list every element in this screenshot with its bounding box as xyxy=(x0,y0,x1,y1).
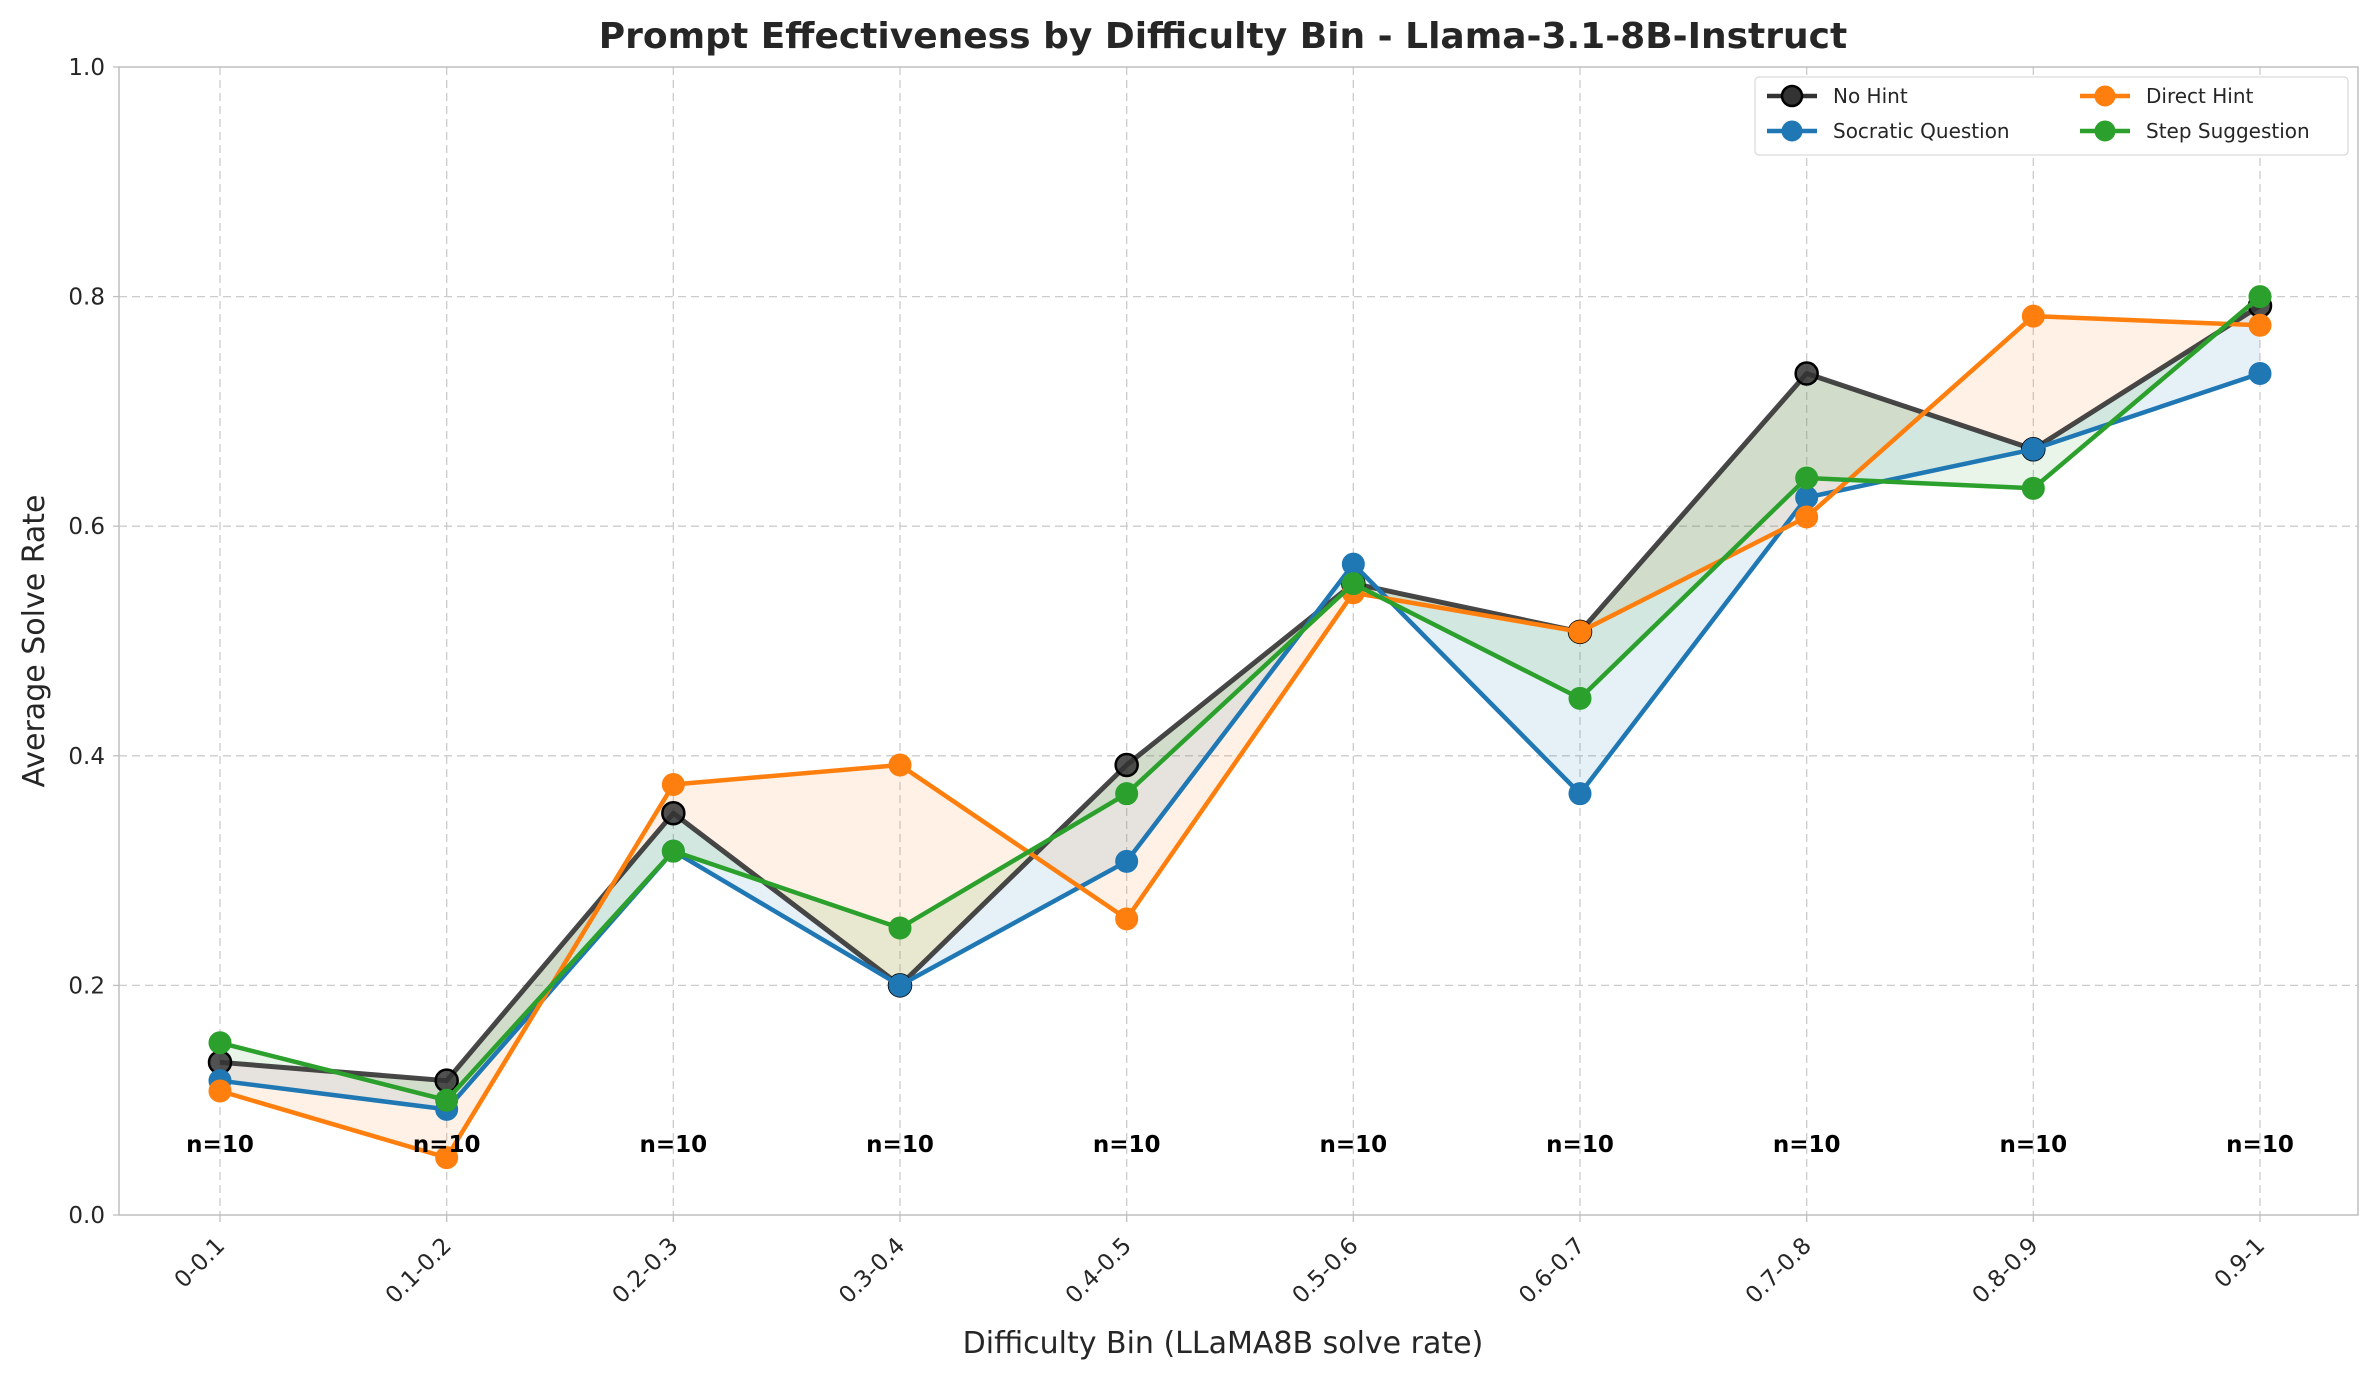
y-tick-label: 0.0 xyxy=(68,1203,105,1229)
data-point xyxy=(2021,476,2045,500)
chart-title: Prompt Effectiveness by Difficulty Bin -… xyxy=(599,16,1847,57)
series-line xyxy=(219,313,2261,1160)
data-point xyxy=(208,1031,232,1055)
series-line xyxy=(219,294,2262,1103)
data-point xyxy=(1794,361,1819,386)
grid xyxy=(119,67,2358,1215)
data-point xyxy=(1341,572,1365,596)
x-tick-label: 0.2-0.3 xyxy=(608,1233,684,1309)
x-tick-label: 0.3-0.4 xyxy=(834,1233,910,1309)
data-point xyxy=(2021,437,2045,461)
legend: No Hint Socratic Question Direct Hint Step … xyxy=(1754,76,2349,156)
x-tick-label: 0.1-0.2 xyxy=(381,1233,457,1309)
fill-area xyxy=(220,296,2260,1101)
data-point xyxy=(1341,552,1365,576)
sample-count-label: n=10 xyxy=(640,1132,708,1158)
data-point xyxy=(888,973,912,997)
legend-marker xyxy=(1781,120,1803,142)
data-point xyxy=(1115,849,1139,873)
sample-count-label: n=10 xyxy=(186,1132,254,1158)
series-line xyxy=(219,303,2262,1084)
data-point xyxy=(1115,907,1139,931)
sample-count-label: n=10 xyxy=(866,1132,934,1158)
fill-area xyxy=(220,305,2260,1110)
sample-count-label: n=10 xyxy=(413,1132,481,1158)
legend-marker xyxy=(2094,120,2116,142)
data-point xyxy=(888,753,912,777)
data-point xyxy=(435,1088,459,1112)
legend-marker xyxy=(2094,85,2116,107)
data-point xyxy=(2021,304,2045,328)
data-point xyxy=(1568,782,1592,806)
data-point xyxy=(1114,752,1139,778)
legend-box xyxy=(1754,76,2349,156)
y-tick-label: 1.0 xyxy=(68,55,105,81)
y-axis-label: Average Solve Rate xyxy=(17,495,52,788)
y-tick-label: 0.4 xyxy=(68,744,105,770)
x-tick-label: 0.7-0.8 xyxy=(1741,1233,1817,1309)
legend-marker xyxy=(1780,84,1804,108)
data-point xyxy=(1795,466,1819,490)
data-point xyxy=(661,839,685,863)
data-point xyxy=(2248,313,2272,337)
data-point xyxy=(1795,505,1819,529)
data-point xyxy=(435,1146,459,1170)
x-tick-label: 0.5-0.6 xyxy=(1288,1233,1364,1309)
fill-areas xyxy=(220,296,2260,1158)
data-point xyxy=(208,1079,232,1103)
data-point xyxy=(1115,782,1139,806)
y-axis-ticks: 0.0 0.2 0.4 0.6 0.8 1.0 xyxy=(68,55,119,1229)
data-point xyxy=(2248,285,2272,309)
legend-label: Socratic Question xyxy=(1833,119,2010,143)
data-point xyxy=(661,800,686,826)
fill-area xyxy=(220,305,2260,1158)
data-point xyxy=(888,916,912,940)
legend-label: Direct Hint xyxy=(2146,84,2254,108)
sample-count-label: n=10 xyxy=(1773,1132,1841,1158)
data-point xyxy=(434,1068,459,1093)
y-tick-label: 0.2 xyxy=(68,973,105,999)
x-axis-ticks: 0-0.1 0.1-0.2 0.2-0.3 0.3-0.4 0.4-0.5 0.5-0.6… xyxy=(170,1215,2270,1309)
data-point xyxy=(1568,620,1592,644)
x-tick-label: 0.6-0.7 xyxy=(1514,1233,1590,1309)
series-line xyxy=(219,371,2261,1112)
y-tick-label: 0.8 xyxy=(68,285,105,311)
data-point xyxy=(2248,362,2272,386)
x-axis-label: Difficulty Bin (LLaMA8B solve rate) xyxy=(963,1326,1484,1361)
data-point xyxy=(661,773,685,796)
legend-label: No Hint xyxy=(1833,84,1908,108)
sample-count-labels: n=10 n=10 n=10 n=10 n=10 n=10 n=10 n=10 n=10 n=10 xyxy=(186,1132,2294,1158)
x-tick-label: 0-0.1 xyxy=(170,1233,230,1293)
legend-label: Step Suggestion xyxy=(2146,119,2310,143)
data-point xyxy=(1568,686,1592,710)
plot-frame xyxy=(118,66,2359,1216)
y-tick-label: 0.6 xyxy=(68,514,105,540)
x-tick-label: 0.8-0.9 xyxy=(1968,1233,2044,1309)
series-lines xyxy=(207,285,2273,1170)
sample-count-label: n=10 xyxy=(1093,1132,1161,1158)
data-point xyxy=(1795,486,1819,509)
x-tick-label: 0.4-0.5 xyxy=(1061,1233,1137,1309)
x-tick-label: 0.9-1 xyxy=(2210,1233,2270,1293)
sample-count-label: n=10 xyxy=(1320,1132,1388,1158)
sample-count-label: n=10 xyxy=(2000,1132,2068,1158)
sample-count-label: n=10 xyxy=(2226,1132,2294,1158)
sample-count-label: n=10 xyxy=(1546,1132,1614,1158)
